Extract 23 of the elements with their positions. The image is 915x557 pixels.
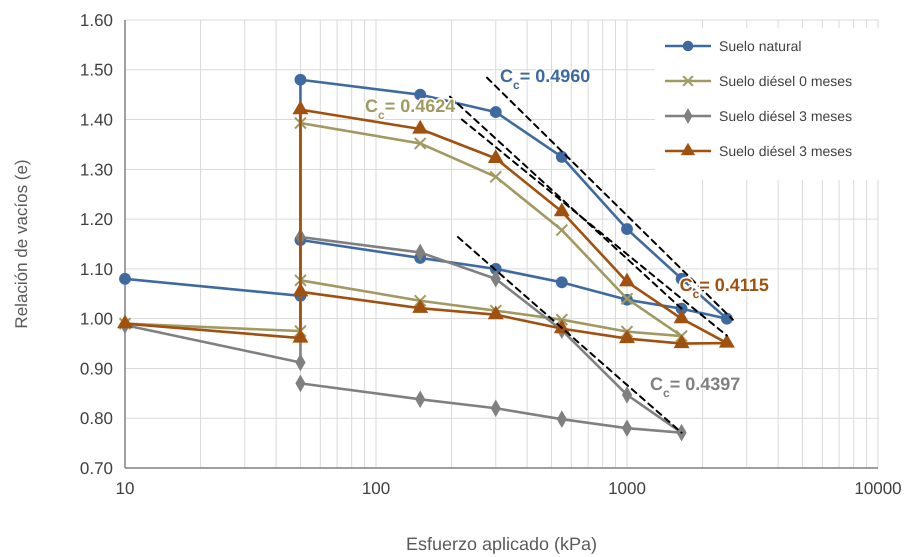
annotation: C$_{c}$= 0.4397	[650, 374, 740, 400]
y-tick-label: 1.10	[80, 260, 113, 279]
x-tick-label: 10	[116, 479, 134, 498]
y-tick-label: 1.00	[80, 310, 113, 329]
legend-label: Suelo natural	[719, 38, 802, 54]
x-tick-label: 10000	[854, 479, 902, 498]
x-tick-label: 100	[362, 479, 390, 498]
legend-label: Suelo diésel 0 meses	[719, 72, 852, 89]
x-tick-label: 1000	[608, 479, 646, 498]
annotation: C$_{c}$= 0.4960	[500, 66, 590, 92]
x-axis-title: Esfuerzo aplicado (kPa)	[406, 534, 598, 554]
y-tick-label: 0.80	[80, 409, 113, 428]
y-axis-title: Relación de vacíos (e)	[12, 159, 31, 329]
y-tick-label: 0.90	[80, 359, 113, 378]
y-tick-label: 1.60	[80, 10, 113, 30]
annotation: C$_{c}$= 0.4624	[365, 96, 456, 122]
y-tick-label: 1.40	[80, 110, 113, 130]
legend-label: Suelo diésel 3 meses	[719, 142, 852, 159]
y-tick-label: 0.70	[80, 458, 113, 478]
y-tick-label: 1.50	[80, 60, 113, 80]
y-tick-label: 1.20	[80, 210, 113, 230]
y-tick-label: 1.30	[80, 160, 113, 180]
legend-label: Suelo diésel 3 meses	[719, 108, 852, 124]
